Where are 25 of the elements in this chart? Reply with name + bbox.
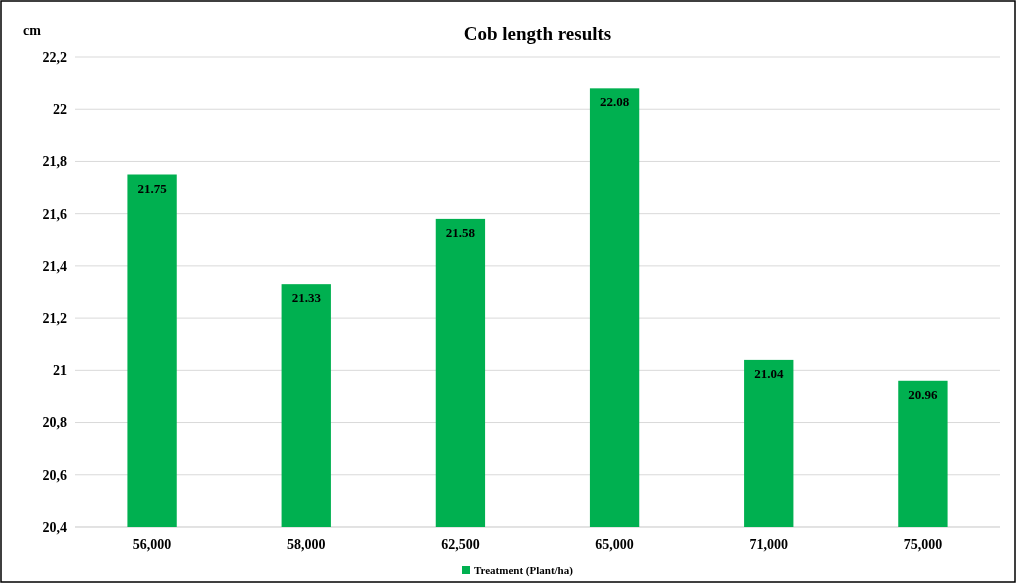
x-tick-label: 58,000	[287, 537, 326, 552]
chart-title: Cob length results	[463, 23, 612, 44]
data-label: 20.96	[908, 386, 939, 402]
y-tick-label: 22,2	[42, 49, 67, 65]
data-label: 21.33	[291, 290, 322, 306]
y-tick-label: 20,4	[42, 519, 67, 535]
y-tick-label: 21,4	[42, 258, 67, 274]
y-tick-label: 22	[53, 102, 67, 118]
data-label: 21.04	[754, 365, 784, 381]
y-tick-label: 21	[53, 363, 67, 379]
data-label: 21.75	[137, 180, 168, 196]
y-tick-label: 21,2	[42, 311, 67, 327]
x-tick-label: 56,000	[132, 537, 172, 552]
x-tick-label: 75,000	[903, 537, 943, 552]
y-tick-label: 20,8	[42, 415, 67, 431]
x-tick-label: 71,000	[749, 537, 788, 552]
data-label: 21.58	[445, 224, 476, 240]
legend-label: Treatment (Plant/ha)	[474, 564, 574, 577]
y-tick-label: 21,6	[42, 206, 67, 222]
x-tick-label: 62,500	[441, 537, 480, 552]
y-tick-label: 20,6	[42, 467, 67, 483]
data-label: 22.08	[599, 94, 630, 110]
x-tick-label: 65,000	[595, 537, 634, 552]
y-axis-title: cm	[23, 23, 42, 38]
y-tick-label: 21,8	[42, 154, 67, 170]
